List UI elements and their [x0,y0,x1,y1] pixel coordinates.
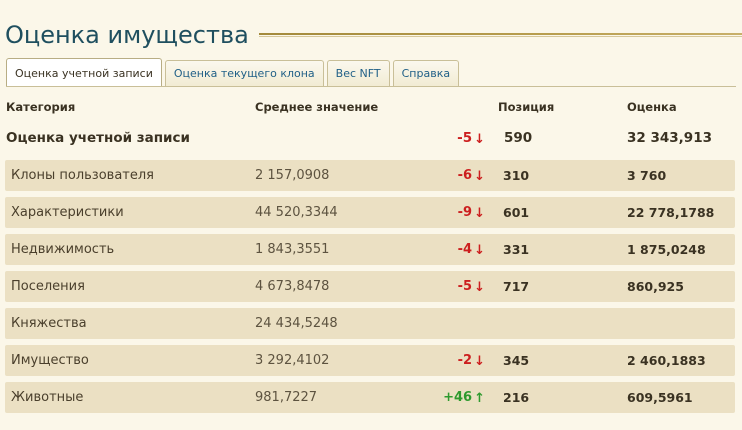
row-change: -6 ↓ [458,168,485,183]
summary-position: 590 [504,130,533,146]
arrow-down-icon: ↓ [474,354,485,369]
title-row: Оценка имущества [5,18,742,52]
tab-nft-weight[interactable]: Вес NFT [326,60,390,87]
row-change: -9 ↓ [458,205,485,220]
header-score: Оценка [627,100,677,114]
change-value: -5 [457,130,473,146]
table-row: Имущество 3 292,4102 -2 ↓ 345 2 460,1883 [0,342,736,379]
table-row: Поселения 4 673,8478 -5 ↓ 717 860,925 [0,268,736,305]
change-value: -6 [457,168,473,183]
row-background [5,160,735,191]
row-score: 1 875,0248 [627,242,706,257]
row-position: 601 [503,205,530,220]
row-average: 981,7227 [255,390,318,405]
tab-current-clone-valuation[interactable]: Оценка текущего клона [164,60,324,87]
row-position: 345 [503,353,530,368]
row-category: Клоны пользователя [11,168,155,183]
row-position: 331 [503,242,530,257]
change-value: -5 [457,279,473,294]
row-background [5,345,735,376]
table-header: Категория Среднее значение Позиция Оценк… [0,94,736,118]
row-average: 44 520,3344 [255,205,338,220]
row-change: +46 ↑ [443,390,485,405]
header-average: Среднее значение [255,100,379,114]
tab-bar: Оценка учетной записи Оценка текущего кл… [6,57,462,87]
change-value: -4 [457,242,473,257]
row-score: 2 460,1883 [627,353,706,368]
row-position: 310 [503,168,530,183]
summary-row: Оценка учетной записи -5 ↓ 590 32 343,913 [0,118,736,157]
row-background [5,197,735,228]
row-position: 216 [503,390,530,405]
row-category: Имущество [11,353,89,368]
arrow-down-icon: ↓ [474,280,485,295]
row-category: Недвижимость [11,242,115,257]
row-average: 24 434,5248 [255,316,338,331]
row-change: -5 ↓ [458,279,485,294]
row-change: -2 ↓ [458,353,485,368]
row-category: Характеристики [11,205,124,220]
change-value: -2 [457,353,473,368]
arrow-down-icon: ↓ [474,243,485,258]
arrow-down-icon: ↓ [474,169,485,184]
row-category: Княжества [11,316,87,331]
valuation-table: Категория Среднее значение Позиция Оценк… [0,94,736,416]
row-score: 609,5961 [627,390,693,405]
header-category: Категория [6,100,76,114]
summary-change: -5 ↓ [457,130,485,146]
row-score: 3 760 [627,168,667,183]
arrow-down-icon: ↓ [474,132,485,147]
summary-category: Оценка учетной записи [6,130,190,146]
tab-account-valuation[interactable]: Оценка учетной записи [6,58,162,87]
arrow-down-icon: ↓ [474,206,485,221]
change-value: +46 [443,390,473,405]
table-row: Недвижимость 1 843,3551 -4 ↓ 331 1 875,0248 [0,231,736,268]
row-position: 717 [503,279,530,294]
row-background [5,308,735,339]
row-category: Поселения [11,279,85,294]
row-background [5,234,735,265]
row-category: Животные [11,390,84,405]
row-background [5,271,735,302]
title-divider [258,30,742,40]
row-score: 22 778,1788 [627,205,715,220]
page-title: Оценка имущества [5,21,249,49]
row-score: 860,925 [627,279,684,294]
table-row: Княжества 24 434,5248 [0,305,736,342]
row-change: -4 ↓ [458,242,485,257]
table-row: Животные 981,7227 +46 ↑ 216 609,5961 [0,379,736,416]
row-average: 3 292,4102 [255,353,330,368]
row-background [5,382,735,413]
header-position: Позиция [498,100,555,114]
row-average: 4 673,8478 [255,279,330,294]
table-row: Клоны пользователя 2 157,0908 -6 ↓ 310 3 760 [0,157,736,194]
table-body: Клоны пользователя 2 157,0908 -6 ↓ 310 3 760 Х… [0,157,736,416]
tab-baseline [6,86,736,87]
table-row: Характеристики 44 520,3344 -9 ↓ 601 22 778,17… [0,194,736,231]
summary-score: 32 343,913 [627,130,712,146]
row-average: 1 843,3551 [255,242,330,257]
tab-help[interactable]: Справка [392,60,460,87]
change-value: -9 [457,205,473,220]
arrow-up-icon: ↑ [474,391,485,406]
row-average: 2 157,0908 [255,168,330,183]
